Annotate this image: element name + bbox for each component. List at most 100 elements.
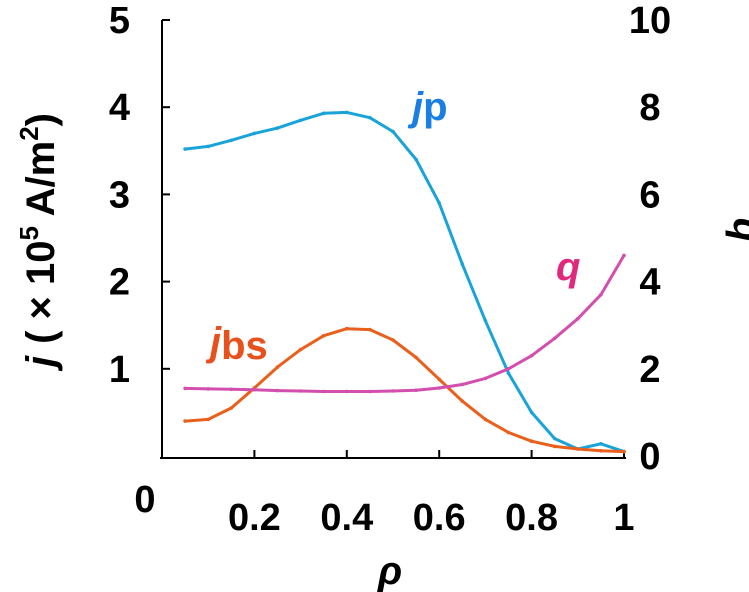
series-j-bs-point — [552, 444, 557, 449]
series-j-bs-point — [183, 419, 187, 423]
series-q-point — [599, 292, 603, 297]
series-q-point — [391, 389, 395, 393]
series-label-jbs-sub: bs — [221, 324, 268, 368]
series-j-p-line — [183, 110, 626, 454]
y-right-tick-label: 8 — [639, 87, 660, 129]
x-tick-label: 0 — [134, 479, 155, 521]
plot-area — [162, 20, 624, 456]
series-j-p-point — [483, 319, 488, 323]
series-j-bs-point — [576, 447, 580, 451]
series-q-point — [321, 389, 326, 394]
y-left-tick-label: 2 — [109, 262, 130, 304]
series-j-bs-point — [229, 406, 234, 410]
series-j-p-point — [252, 131, 257, 136]
y-left-axis-title: j ( × 105 A/m2) — [14, 113, 63, 372]
series-q-point — [275, 388, 280, 393]
series-j-p-point — [368, 115, 372, 120]
series-j-p-point — [414, 157, 418, 162]
y-left-title-prefix: j — [19, 355, 63, 372]
y-left-title-main: ( × 10 — [19, 240, 63, 343]
series-j-bs-point — [391, 338, 395, 342]
series-q-point — [345, 389, 349, 394]
series-label-q: q — [556, 245, 580, 289]
series-j-bs-point — [622, 449, 626, 454]
series-j-p-point — [345, 110, 349, 115]
series-j-p-point — [552, 436, 557, 441]
series-j-p-point — [206, 144, 210, 149]
series-q-point — [460, 382, 465, 387]
series-j-p-point — [229, 138, 234, 143]
series-q-point — [183, 386, 187, 391]
series-j-bs-point — [206, 417, 210, 422]
series-j-bs-point — [483, 417, 488, 422]
y-left-tick-label: 4 — [109, 87, 130, 129]
y-left-title-unit: A/m — [19, 141, 63, 226]
series-j-bs-point — [298, 347, 303, 352]
series-q-point — [252, 387, 257, 392]
series-j-bs-point — [599, 449, 603, 453]
series-j-bs-point — [321, 333, 326, 338]
x-tick-label: 1 — [613, 497, 634, 539]
series-j-p-point — [183, 147, 187, 151]
series-j-bs-point — [529, 439, 534, 444]
series-q-line — [183, 253, 626, 393]
series-j-p-point — [391, 129, 395, 134]
axes — [160, 20, 626, 459]
series-j-bs-point — [414, 355, 418, 360]
series-q-point — [576, 316, 580, 321]
series-label-jbs: jbs — [205, 320, 268, 368]
y-left-tick-label: 1 — [109, 349, 130, 391]
series-j-p-point — [506, 371, 511, 376]
series-j-p-point — [599, 442, 603, 446]
labels: ρ j( × 105 A/m2) q jp jbs q — [14, 85, 749, 592]
series-q-point — [414, 388, 418, 393]
y-left-title-unit-exp: 2 — [14, 126, 44, 140]
series-q-point — [552, 336, 557, 341]
ticks: 0 0.2 0.4 0.6 0.8 1 1 2 3 4 5 0 2 4 6 8 10 — [109, 0, 671, 539]
series-q-point — [506, 367, 511, 371]
series-j-bs-point — [460, 399, 465, 403]
series-j-bs-point — [345, 326, 349, 331]
series-j-p-point — [321, 111, 326, 116]
y-right-tick-label: 4 — [639, 262, 660, 304]
series-q-point — [529, 353, 534, 358]
series-q-point — [483, 376, 488, 381]
x-tick-label: 0.2 — [228, 497, 281, 539]
series-label-jp: jp — [407, 85, 448, 129]
y-right-tick-label: 2 — [639, 349, 660, 391]
series-label-jp-name: j — [407, 85, 424, 129]
y-left-title-close: ) — [19, 113, 63, 126]
y-left-tick-label: 3 — [109, 174, 130, 216]
y-left-tick-label: 5 — [109, 0, 130, 42]
series-j-p-point — [460, 262, 465, 267]
x-tick-label: 0.8 — [505, 497, 558, 539]
series-q-point — [437, 386, 442, 390]
series-q-point — [229, 387, 234, 392]
y-right-tick-label: 10 — [629, 0, 671, 42]
y-right-axis-title: q — [725, 218, 749, 242]
series-j-bs-point — [368, 327, 372, 332]
series-j-p-point — [275, 126, 280, 130]
series-j-p-point — [298, 118, 303, 123]
y-left-title-exp: 5 — [14, 226, 44, 240]
series-j-bs-point — [506, 430, 511, 435]
x-axis-title: ρ — [377, 549, 402, 592]
series-label-jbs-name: j — [205, 320, 222, 364]
y-right-tick-label: 6 — [639, 174, 660, 216]
series-j-bs-point — [275, 365, 280, 369]
series-j-p-point — [437, 201, 442, 205]
x-tick-label: 0.4 — [320, 497, 373, 539]
series-j-bs-line — [183, 327, 626, 454]
series-q-point — [368, 389, 372, 394]
series-label-jp-sub: p — [423, 85, 447, 129]
x-tick-label: 0.6 — [413, 497, 466, 539]
y-right-tick-label: 0 — [639, 436, 660, 478]
series-j-bs-point — [437, 377, 442, 382]
series-q-point — [298, 389, 303, 393]
series-layer — [183, 110, 626, 454]
series-q-point — [206, 387, 210, 391]
series-q-point — [622, 253, 626, 258]
series-j-p-point — [529, 410, 534, 415]
